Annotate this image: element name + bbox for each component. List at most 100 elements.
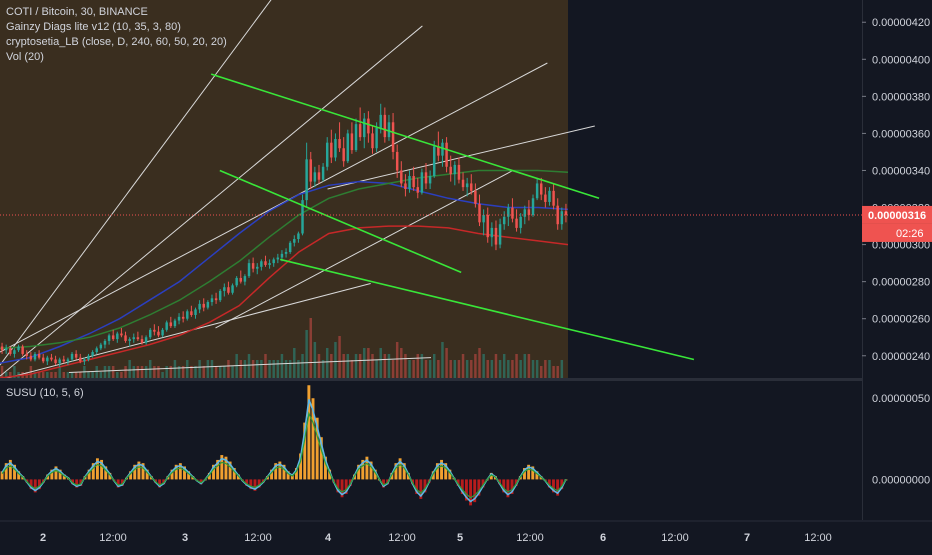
oscillator-bar [357,464,361,480]
candle-body [334,138,337,158]
oscillator-bar [212,464,215,480]
volume-bar [153,366,156,378]
candle-body [445,142,448,167]
oscillator-bar [199,479,203,485]
volume-bar [363,348,366,378]
oscillator-bar [87,469,91,480]
oscillator-bar [527,464,531,480]
volume-bar [519,360,522,378]
candle-body [564,211,568,215]
oscillator-bar [75,479,79,488]
volume-bar [120,372,123,378]
oscillator-bar [178,463,182,480]
volume-bar [358,354,362,378]
candle-body [128,339,131,341]
oscillator-bar [448,469,452,480]
oscillator-bar [79,479,83,486]
volume-bar [490,360,494,378]
volume-bar [420,354,424,378]
oscillator-bar [510,479,514,495]
candle-body [91,352,94,356]
oscillator-bar [419,479,423,499]
ma-green-line [0,169,569,350]
oscillator-bar [344,479,348,495]
volume-bar [556,366,559,378]
indicator-cryptosetia[interactable]: cryptosetia_LB (close, D, 240, 60, 50, 2… [6,36,227,48]
countdown-tag [862,223,932,242]
volume-bar [140,366,144,378]
y-tick-label: 0.00000280 [872,277,930,289]
volume-bar [177,366,181,378]
volume-bar [54,372,57,378]
candle-body [346,133,350,162]
indicator-volume[interactable]: Vol (20) [6,51,44,63]
candle-body [37,353,41,358]
volume-bar [169,366,173,378]
oscillator-title[interactable]: SUSU (10, 5, 6) [6,387,84,399]
candle-body [214,298,218,301]
oscillator-bar [183,466,186,480]
volume-bar [371,354,374,378]
volume-bar [560,360,564,378]
candle-body [148,329,152,338]
oscillator-bar [552,479,555,493]
x-tick-label: 12:00 [661,532,689,544]
oscillator-bar [340,479,344,498]
candle-body [293,239,296,243]
volume-bar [111,366,115,378]
indicator-gainzy[interactable]: Gainzy Diags lite v12 (10, 35, 3, 80) [6,21,181,33]
oscillator-bar [158,479,162,488]
oscillator-bar [523,468,526,480]
volume-bar [346,354,350,378]
candle-body [206,302,210,308]
volume-bar [400,348,403,378]
oscillator-bar [270,469,274,480]
oscillator-bar [473,479,477,503]
volume-bar [375,360,378,378]
x-tick-label: 12:00 [244,532,272,544]
current-price-label: 0.00000316 [868,210,926,222]
oscillator-bar [303,422,307,480]
oscillator-bar [361,459,365,480]
candle-body [46,357,49,362]
volume-bar [4,372,8,378]
volume-bar [46,372,49,378]
volume-bar [552,366,555,378]
volume-bar [507,360,510,378]
volume-bar [223,366,226,378]
volume-bar [37,372,41,378]
oscillator-bar [382,479,385,488]
candle-body [288,242,292,252]
candle-body [383,114,387,138]
volume-bar [461,354,465,378]
volume-bar [367,348,370,378]
volume-bar [194,366,197,378]
volume-bar [338,336,341,378]
volume-bar [453,360,457,378]
candle-body [79,357,82,362]
volume-bar [412,360,415,378]
symbol-title[interactable]: COTI / Bitcoin, 30, BINANCE [6,6,148,18]
volume-bar [157,366,160,378]
candle-body [424,172,428,184]
candle-body [132,337,136,340]
ma-blue-line [0,180,569,364]
x-tick-label: 4 [325,532,332,544]
volume-bar [408,360,411,378]
volume-bar [173,360,177,378]
volume-bar [79,372,82,378]
volume-bar [297,360,300,378]
candle-body [305,159,308,201]
candle-body [235,277,238,286]
candle-body [461,179,465,188]
oscillator-bar [116,479,120,488]
oscillator-bar [394,463,398,480]
candle-body [218,290,222,301]
oscillator-bar [444,463,448,480]
candle-body [511,207,514,219]
candle-body [177,316,181,321]
volume-bar [128,360,131,378]
oscillator-bar [141,463,145,480]
